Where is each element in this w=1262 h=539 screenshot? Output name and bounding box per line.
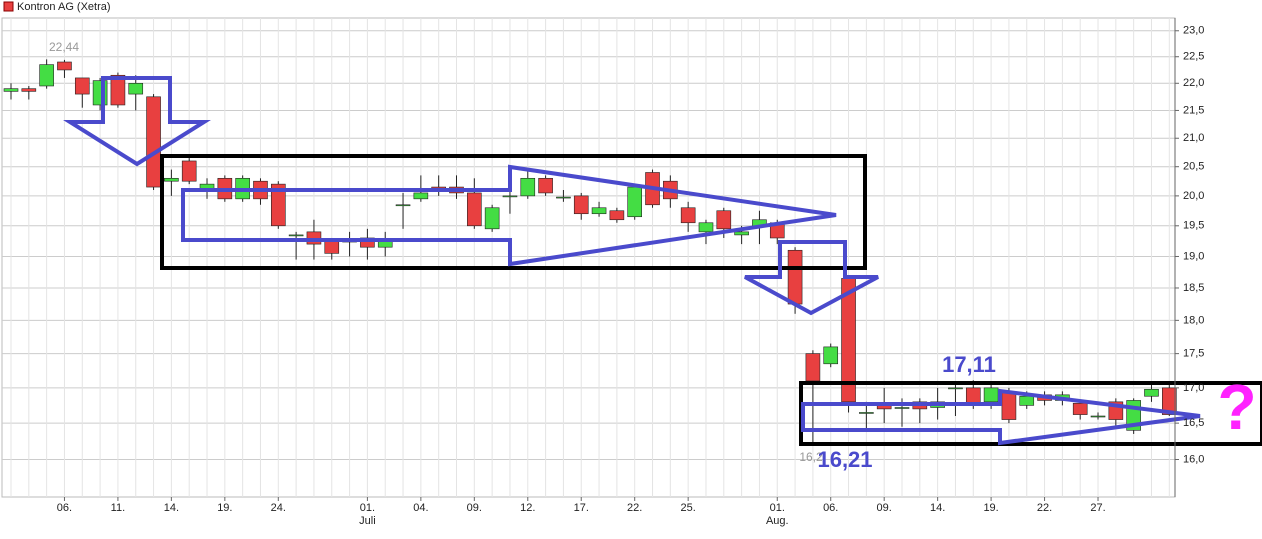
candle-body [948,387,963,390]
candle-body [1019,395,1035,406]
y-tick-label: 23,0 [1183,25,1204,37]
candle-body [413,192,429,200]
x-tick-label: 14. [930,502,945,514]
candle-body [21,88,37,92]
candle-body [181,160,197,182]
x-tick-label: 01. [770,502,785,514]
candle-body [538,177,553,194]
y-tick-label: 19,0 [1183,250,1204,262]
candle-body [128,82,144,95]
x-tick-label: 17. [574,502,589,514]
candle-body [609,210,625,221]
y-tick-label: 22,5 [1183,51,1204,63]
x-tick-label: 14. [164,502,179,514]
y-tick-label: 16,5 [1183,417,1204,429]
y-tick-label: 18,5 [1183,282,1204,294]
x-tick-label: 19. [983,502,998,514]
x-tick-label: 25. [681,502,696,514]
arrow [801,388,1201,446]
candle-body [734,231,749,236]
arrow [744,240,879,316]
candle-body [965,387,981,404]
x-tick-label: 22. [1037,502,1052,514]
candle-body [146,96,161,188]
candle-body [3,88,19,92]
candle-body [680,207,696,224]
grid [2,18,1175,497]
y-tick-label: 17,5 [1183,348,1204,360]
arrows [63,76,1201,446]
legend-label: Kontron AG (Xetra) [17,1,111,13]
x-month-label: Juli [359,515,376,527]
y-tick-label: 22,0 [1183,77,1204,89]
candle-body [1162,387,1177,415]
annotation: ? [1217,371,1256,443]
candle-body [306,231,322,245]
candle-body [556,196,571,199]
candle-body [164,177,179,182]
x-tick-label: 04. [413,502,428,514]
candle-body [484,207,500,230]
candle-body [1001,391,1017,420]
x-tick-label: 11. [111,502,125,514]
candle-body [894,407,910,409]
candle-body [57,61,72,71]
candle-body [74,77,90,95]
y-tick-label: 21,0 [1183,132,1204,144]
candle-body [288,234,304,237]
y-tick-label: 21,5 [1183,104,1204,116]
legend: Kontron AG (Xetra) [3,1,111,13]
y-tick-label: 20,5 [1183,161,1204,173]
candle-body [270,183,286,227]
y-tick-label: 19,5 [1183,220,1204,232]
candle-body [787,249,803,305]
annotation: 16,21 [817,447,872,472]
x-tick-label: 09. [877,502,892,514]
y-tick-label: 20,0 [1183,190,1204,202]
candle-body [859,412,874,414]
candle-body [716,210,732,230]
candle-body [360,237,375,248]
x-tick-label: 24. [271,502,286,514]
candle-body [110,74,126,106]
x-tick-label: 09. [467,502,482,514]
arrow [181,164,837,267]
candle-body [627,186,643,218]
candle-body [395,204,411,207]
x-tick-label: 19. [217,502,232,514]
candle-body [467,192,482,227]
x-month-label: Aug. [766,515,789,527]
candle-body [39,64,54,87]
candle-body [324,240,340,254]
candle-body [1072,402,1088,415]
candle-body [805,353,821,382]
range-box [160,154,867,270]
candle-body [698,222,714,233]
annotation: 22,44 [49,40,79,54]
x-tick-label: 06. [57,502,72,514]
x-tick-label: 12. [520,502,535,514]
y-tick-label: 16,0 [1183,453,1204,465]
x-tick-label: 06. [823,502,838,514]
candle-body [573,195,589,215]
arrow [63,76,211,167]
candle-body [591,207,607,215]
plot-area [1,17,1176,498]
y-tick-label: 18,0 [1183,314,1204,326]
candle-body [1144,388,1159,397]
candle-body [502,195,518,198]
candle-body [520,177,536,197]
candle-body [983,387,999,403]
candle-body [823,346,839,365]
candle-body [1090,415,1106,418]
annotation: 17,11 [942,352,996,377]
x-tick-label: 01. [360,502,375,514]
annotation: 16,2 [799,450,823,464]
x-tick-label: 22. [627,502,642,514]
x-tick-label: 27. [1090,502,1105,514]
y-tick-label: 17,0 [1183,382,1204,394]
legend-swatch [3,1,14,12]
